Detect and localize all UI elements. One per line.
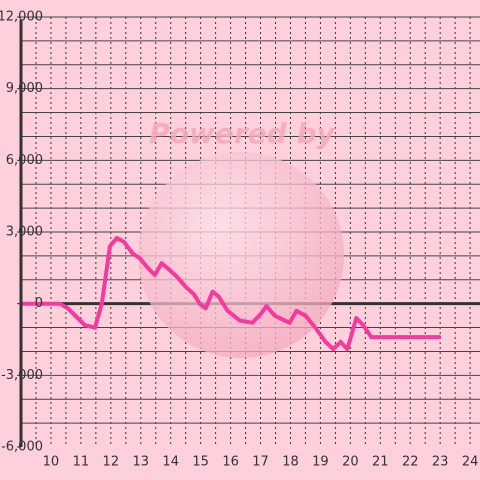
data-line bbox=[19, 236, 442, 352]
x-tick-label: 11 bbox=[73, 455, 90, 470]
x-tick-label: 14 bbox=[162, 455, 179, 470]
x-tick-label: 21 bbox=[372, 455, 389, 470]
x-tick-label: 22 bbox=[402, 455, 419, 470]
x-tick-label: 18 bbox=[282, 455, 299, 470]
x-tick-label: 16 bbox=[222, 455, 239, 470]
x-tick-label: 19 bbox=[312, 455, 329, 470]
x-tick-label: 12 bbox=[103, 455, 120, 470]
x-tick-label: 15 bbox=[192, 455, 209, 470]
watermark: Powered by bbox=[149, 117, 336, 150]
y-tick-label: 9,000 bbox=[6, 81, 43, 96]
y-tick-label: 6,000 bbox=[6, 153, 43, 168]
x-tick-label: 23 bbox=[432, 455, 449, 470]
x-tick-label: 20 bbox=[342, 455, 359, 470]
plot bbox=[19, 236, 442, 352]
y-tick-label: 0 bbox=[35, 296, 43, 311]
watermark-logo bbox=[138, 152, 344, 358]
x-tick-label: 24 bbox=[462, 455, 479, 470]
y-tick-label: 3,000 bbox=[6, 225, 43, 240]
x-tick-label: 13 bbox=[132, 455, 149, 470]
x-tick-label: 10 bbox=[43, 455, 60, 470]
x-tick-label: 17 bbox=[252, 455, 269, 470]
y-tick-label: 12,000 bbox=[0, 10, 43, 25]
